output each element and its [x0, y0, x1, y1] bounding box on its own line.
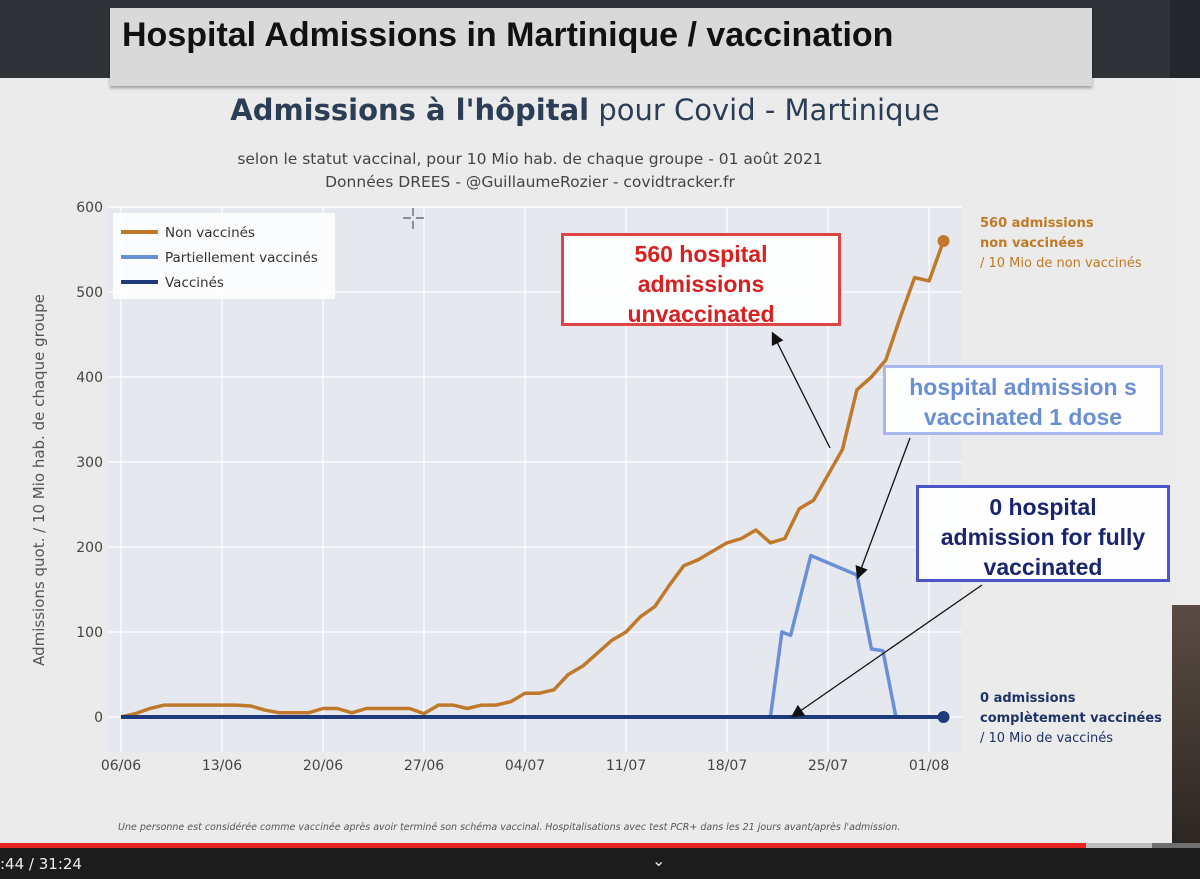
arrow-to-vaccinated-line: [790, 584, 983, 718]
unvaccinated-side-note: 560 admissions non vaccinées / 10 Mio de…: [980, 214, 1142, 274]
legend-label: Vaccinés: [165, 275, 224, 291]
video-side-strip: [1170, 0, 1200, 78]
video-time: :44 / 31:24: [0, 855, 82, 873]
video-buffer-fill: [1086, 843, 1152, 848]
callout-one-dose-line1: hospital admission s: [909, 374, 1137, 400]
vaccinated-note-line1: 0 admissions: [980, 691, 1076, 706]
y-tick-label: 400: [76, 370, 103, 386]
callout-unvaccinated: 560 hospital admissions unvaccinated: [561, 233, 841, 327]
callout-fully-vaccinated: 0 hospital admission for fully vaccinate…: [916, 485, 1170, 582]
legend-label: Non vaccinés: [165, 225, 255, 241]
callout-unvaccinated-line2: admissions: [637, 271, 765, 297]
callout-unvaccinated-line1: 560 hospital: [634, 241, 768, 267]
y-tick-label: 200: [76, 540, 103, 556]
callout-one-dose: hospital admission s vaccinated 1 dose: [883, 365, 1163, 435]
slide-title-box: Hospital Admissions in Martinique / vacc…: [110, 8, 1092, 86]
chart-title: Admissions à l'hôpital pour Covid - Mart…: [0, 93, 1170, 127]
x-tick-label: 13/06: [202, 758, 242, 774]
unvaccinated-note-line2: non vaccinées: [980, 236, 1084, 251]
video-progress-fill: [0, 843, 1086, 848]
y-tick-label: 500: [76, 285, 103, 301]
x-tick-label: 04/07: [505, 758, 545, 774]
chart-source: Données DREES - @GuillaumeRozier - covid…: [325, 173, 735, 191]
series-end-marker: [937, 711, 950, 723]
arrow-to-unvaccinated-callout: [771, 331, 831, 449]
chart-subtitle: selon le statut vaccinal, pour 10 Mio ha…: [237, 150, 823, 168]
series-end-marker: [937, 235, 950, 247]
series-line: [120, 240, 946, 719]
video-controls: :44 / 31:24 ⌄: [0, 848, 1200, 879]
footnote: Une personne est considérée comme vaccin…: [118, 822, 901, 833]
chart-title-rest: pour Covid - Martinique: [589, 93, 940, 127]
crosshair-cursor-icon: [403, 208, 424, 229]
unvaccinated-note-line1: 560 admissions: [980, 216, 1094, 231]
callout-one-dose-line2: vaccinated 1 dose: [923, 404, 1123, 430]
x-tick-label: 20/06: [303, 758, 343, 774]
chevron-down-icon[interactable]: ⌄: [652, 851, 666, 870]
callout-fully-vaccinated-line2: admission for fully: [940, 524, 1146, 550]
x-tick-label: 11/07: [606, 758, 646, 774]
x-tick-label: 18/07: [707, 758, 747, 774]
y-tick-label: 0: [94, 710, 103, 726]
x-tick-label: 01/08: [909, 758, 949, 774]
chart-title-bold: Admissions à l'hôpital: [230, 93, 590, 127]
y-tick-label: 600: [76, 200, 103, 216]
unvaccinated-note-line3: / 10 Mio de non vaccinés: [980, 256, 1142, 271]
x-tick-label: 25/07: [808, 758, 848, 774]
y-tick-label: 300: [76, 455, 103, 471]
vaccinated-note-line3: / 10 Mio de vaccinés: [980, 731, 1114, 746]
y-axis-label: Admissions quot. / 10 Mio hab. de chaque…: [30, 294, 48, 666]
x-tick-label: 06/06: [101, 758, 141, 774]
arrow-to-one-dose-peak: [855, 437, 911, 580]
presenter-video-thumbnail: [1172, 605, 1200, 848]
slide-title: Hospital Admissions in Martinique / vacc…: [122, 16, 894, 54]
video-progress-bar[interactable]: [0, 843, 1200, 848]
callout-unvaccinated-line3: unvaccinated: [627, 301, 775, 327]
legend-label: Partiellement vaccinés: [165, 250, 318, 266]
callout-fully-vaccinated-line3: vaccinated: [983, 554, 1103, 580]
callout-fully-vaccinated-line1: 0 hospital: [989, 494, 1097, 520]
x-tick-label: 27/06: [404, 758, 444, 774]
y-tick-label: 100: [76, 625, 103, 641]
vaccinated-note-line2: complètement vaccinées: [980, 711, 1162, 726]
vaccinated-side-note: 0 admissions complètement vaccinées / 10…: [980, 689, 1162, 749]
